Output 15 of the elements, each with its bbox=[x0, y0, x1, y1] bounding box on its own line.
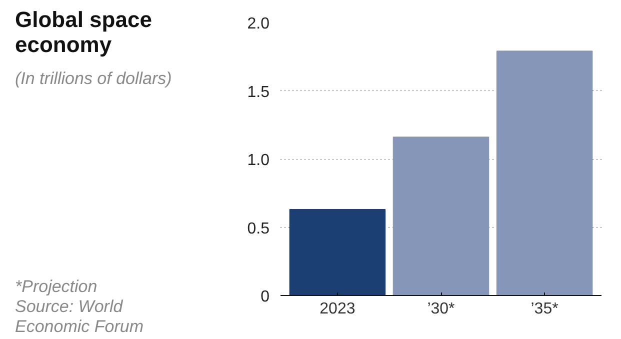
x-tick-label: ’30* bbox=[427, 300, 455, 318]
text: Global space economy bbox=[15, 7, 153, 57]
bar bbox=[392, 136, 490, 296]
text: *Projection bbox=[15, 277, 98, 296]
x-tick-label: 2023 bbox=[320, 300, 356, 318]
text: (In trillions of dollars) bbox=[15, 68, 172, 90]
y-tick-label: 0 bbox=[260, 288, 270, 306]
y-tick-label: 1.0 bbox=[247, 152, 270, 169]
bar bbox=[289, 209, 386, 296]
x-tick-label: ’35* bbox=[530, 300, 558, 318]
y-tick-label: 1.5 bbox=[247, 84, 270, 101]
y-tick-label: 0.5 bbox=[247, 220, 270, 238]
bar bbox=[496, 50, 593, 296]
source-note: Source: World Economic Forum bbox=[15, 297, 144, 336]
y-tick-label: 2.0 bbox=[247, 16, 270, 32]
